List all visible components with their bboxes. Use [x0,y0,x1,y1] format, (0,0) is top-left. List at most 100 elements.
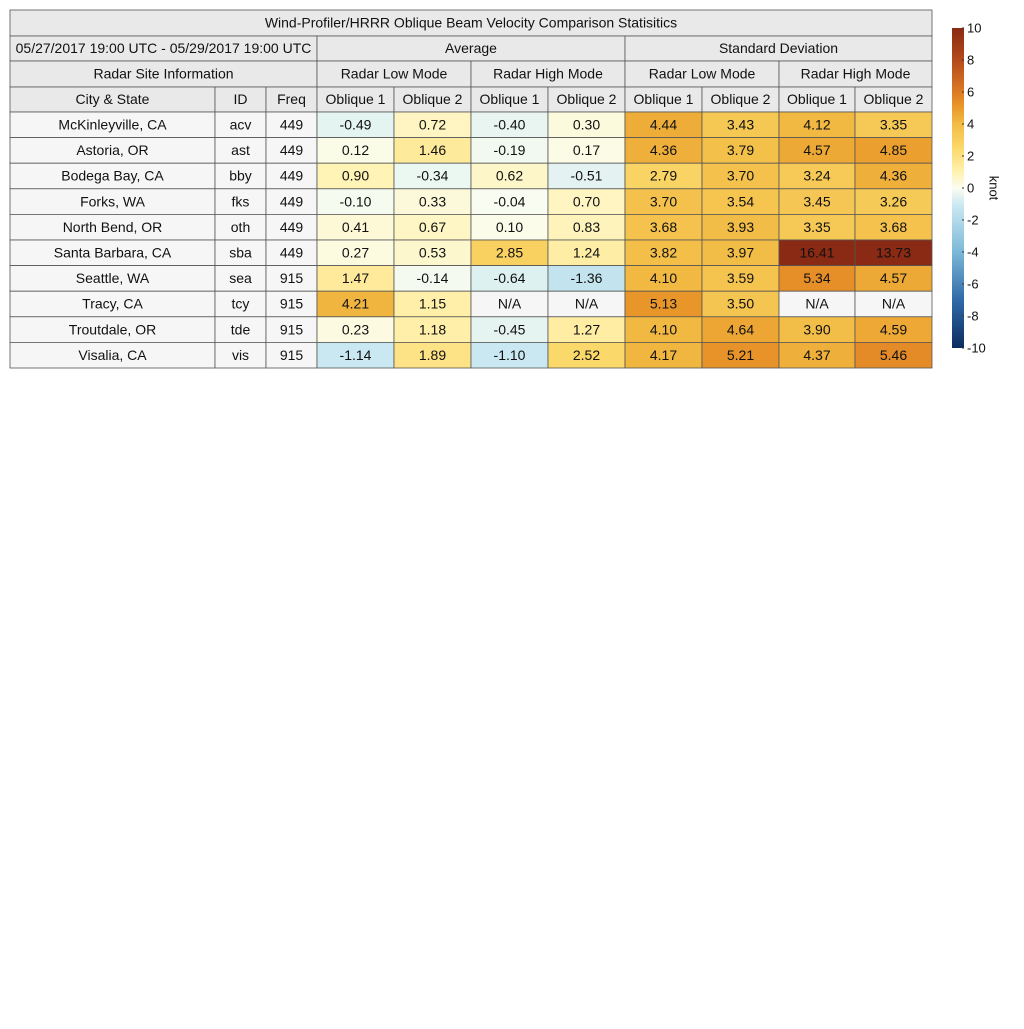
site-cell: oth [231,219,250,235]
colorbar: 10 8 6 4 2 0 -2 -4 -6 -8 -10 knot [952,20,1002,355]
value-cell-cell [547,341,626,369]
value-cell-cell [701,239,780,267]
value-cell-cell [624,316,703,343]
site-cell: 915 [280,270,304,286]
group-header-cell [316,35,626,62]
value-cell: 0.41 [342,219,369,235]
value-cell-cell [393,316,472,343]
table-title: Wind-Profiler/HRRR Oblique Beam Velocity… [265,15,677,31]
mode-header: Radar Low Mode [341,66,448,82]
site-cell: 449 [280,245,304,261]
value-cell: -0.14 [417,270,449,286]
site-cell: tcy [232,296,250,312]
mode-header: Radar High Mode [801,66,911,82]
group-header-cell [624,35,933,62]
value-cell: 4.59 [880,321,907,337]
value-cell: 3.26 [880,193,907,209]
colorbar-tick-label: 2 [967,148,974,163]
site-cell: ast [231,142,250,158]
value-cell-cell [393,162,472,190]
site-cell: North Bend, OR [63,219,163,235]
column-header-cell [265,86,318,113]
colorbar-tick-label: 8 [967,52,974,67]
site-cell-cell [214,316,267,343]
value-cell-cell [393,265,472,292]
value-cell: 4.12 [803,117,830,133]
value-cell: N/A [575,296,599,312]
value-cell: 5.46 [880,347,907,363]
value-cell-cell [854,111,933,139]
value-cell-cell [624,137,703,164]
colorbar-tick-label: 10 [967,20,981,35]
site-cell-cell [9,290,216,318]
value-cell-cell [316,213,395,241]
value-cell-cell [316,316,395,343]
value-cell-cell [624,111,703,139]
value-cell-cell [854,265,933,292]
site-cell-cell [265,162,318,190]
site-cell: 449 [280,193,304,209]
value-cell: 0.30 [573,117,600,133]
value-cell: 5.21 [727,347,754,363]
value-cell-cell [470,137,549,164]
value-cell: 5.13 [650,296,677,312]
colorbar-tick-label: -2 [967,212,979,227]
site-cell-cell [9,162,216,190]
column-header-cell [9,86,216,113]
value-cell: 1.46 [419,142,446,158]
value-cell-cell [854,341,933,369]
value-cell: -0.04 [494,193,526,209]
column-header-cell [701,86,780,113]
column-header: Oblique 2 [403,91,463,107]
value-cell: 3.70 [727,168,754,184]
column-header: ID [234,91,248,107]
value-cell-cell [854,137,933,164]
value-cell: 3.54 [727,193,754,209]
value-cell-cell [854,188,933,215]
value-cell: 1.89 [419,347,446,363]
value-cell-cell [778,213,856,241]
site-cell: sba [229,245,252,261]
value-cell-cell [624,341,703,369]
value-cell: -1.14 [340,347,372,363]
value-cell: 0.27 [342,245,369,261]
column-header: Oblique 1 [787,91,847,107]
value-cell: 3.24 [803,168,830,184]
value-cell-cell [778,341,856,369]
value-cell: 4.44 [650,117,677,133]
column-header: Oblique 2 [864,91,924,107]
value-cell: 3.35 [803,219,830,235]
value-cell-cell [854,290,933,318]
value-cell: 4.10 [650,321,677,337]
value-cell-cell [316,162,395,190]
site-cell: Visalia, CA [78,347,147,363]
value-cell-cell [547,111,626,139]
value-cell-cell [778,265,856,292]
value-cell: 3.50 [727,296,754,312]
value-cell: 0.53 [419,245,446,261]
value-cell: 3.90 [803,321,830,337]
value-cell: 4.57 [803,142,830,158]
value-cell: -0.19 [494,142,526,158]
table-title-cell [9,9,933,37]
value-cell: 0.33 [419,193,446,209]
value-cell: 13.73 [876,245,911,261]
site-cell: 915 [280,347,304,363]
value-cell: -0.64 [494,270,526,286]
value-cell: 4.10 [650,270,677,286]
value-cell-cell [778,239,856,267]
value-cell-cell [778,316,856,343]
column-header-cell [393,86,472,113]
value-cell-cell [470,162,549,190]
value-cell: 1.24 [573,245,600,261]
value-cell: 1.18 [419,321,446,337]
value-cell-cell [547,162,626,190]
value-cell: 4.37 [803,347,830,363]
value-cell: 3.68 [880,219,907,235]
value-cell: 2.52 [573,347,600,363]
site-cell: fks [232,193,250,209]
value-cell-cell [470,239,549,267]
value-cell: 3.43 [727,117,754,133]
site-cell-cell [214,213,267,241]
value-cell-cell [470,290,549,318]
